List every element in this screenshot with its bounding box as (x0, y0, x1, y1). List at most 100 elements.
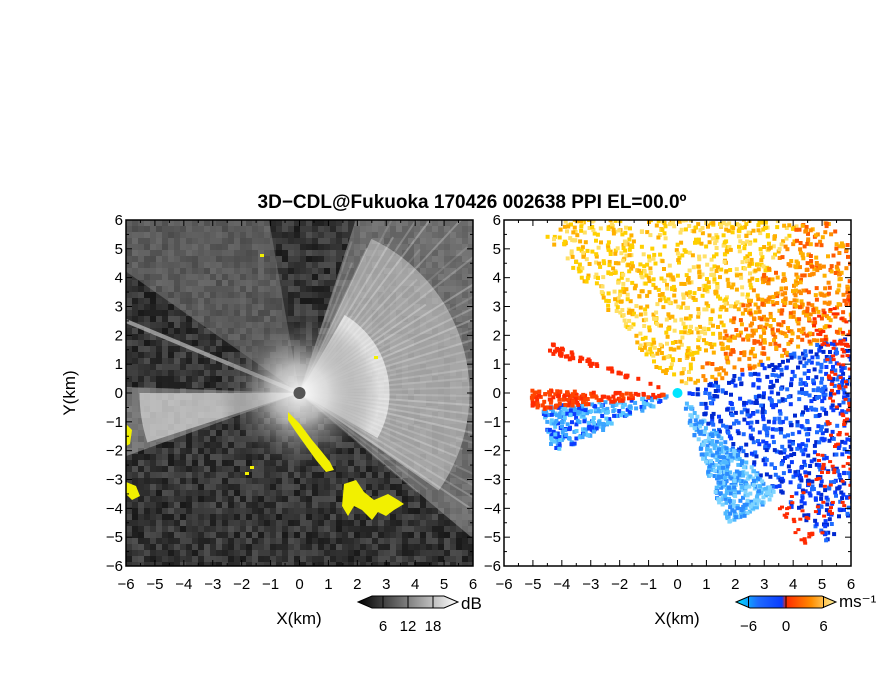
noise-cell (138, 304, 144, 310)
noise-cell (342, 232, 348, 238)
velocity-cell (762, 214, 766, 218)
noise-cell (198, 334, 204, 340)
velocity-cell (804, 288, 809, 293)
velocity-cell (777, 343, 782, 348)
noise-cell (132, 376, 138, 382)
velocity-cell (790, 226, 795, 231)
noise-cell (402, 496, 408, 502)
velocity-cell (866, 471, 870, 475)
velocity-cell (758, 359, 763, 364)
velocity-cell (729, 207, 733, 211)
velocity-cell (672, 293, 677, 298)
noise-cell (330, 280, 336, 286)
noise-cell (144, 304, 150, 310)
velocity-cell (786, 341, 791, 346)
noise-cell (282, 472, 288, 478)
noise-cell (144, 232, 150, 238)
velocity-cell (566, 224, 571, 229)
noise-cell (252, 556, 258, 562)
noise-cell (408, 526, 414, 532)
velocity-cell (738, 272, 743, 277)
noise-cell (408, 532, 414, 538)
noise-cell (294, 526, 300, 532)
velocity-cell (645, 349, 650, 354)
noise-cell (210, 496, 216, 502)
velocity-cell (672, 347, 677, 352)
noise-cell (210, 532, 216, 538)
noise-cell (270, 532, 276, 538)
velocity-cell (601, 275, 606, 280)
velocity-cell (670, 287, 675, 292)
noise-cell (330, 220, 336, 226)
noise-cell (270, 262, 276, 268)
noise-cell (462, 562, 468, 566)
noise-cell (264, 508, 270, 514)
noise-cell (132, 298, 138, 304)
velocity-cell (688, 209, 692, 213)
noise-cell (162, 226, 168, 232)
velocity-cell (869, 319, 873, 323)
velocity-cell (747, 366, 752, 371)
noise-cell (210, 328, 216, 334)
velocity-cell (710, 309, 715, 314)
noise-cell (228, 268, 234, 274)
noise-cell (174, 274, 180, 280)
noise-cell (222, 280, 228, 286)
left-flagged-echoes (126, 254, 404, 520)
noise-cell (318, 550, 324, 556)
noise-cell (336, 490, 342, 496)
noise-cell (156, 238, 162, 244)
velocity-cell (677, 260, 681, 265)
noise-cell (180, 322, 186, 328)
noise-cell (246, 322, 252, 328)
noise-cell (372, 472, 378, 478)
noise-cell (354, 538, 360, 544)
velocity-cell (801, 326, 806, 331)
noise-cell (330, 544, 336, 550)
noise-cell (300, 250, 306, 256)
velocity-cell (846, 471, 851, 476)
noise-cell (264, 532, 270, 538)
velocity-cell (619, 275, 624, 280)
noise-cell (294, 280, 300, 286)
noise-cell (252, 274, 258, 280)
noise-cell (324, 478, 330, 484)
noise-cell (222, 340, 228, 346)
velocity-cell (699, 330, 704, 335)
noise-cell (234, 292, 240, 298)
velocity-cell (653, 285, 658, 290)
noise-cell (216, 526, 222, 532)
noise-cell (168, 478, 174, 484)
velocity-cell (724, 269, 729, 274)
velocity-cell (613, 248, 618, 253)
velocity-cell (785, 387, 790, 392)
noise-cell (216, 508, 222, 514)
noise-cell (186, 328, 192, 334)
velocity-cell (710, 362, 715, 366)
noise-cell (270, 268, 276, 274)
velocity-cell (818, 239, 823, 244)
velocity-cell (828, 318, 833, 323)
noise-cell (420, 526, 426, 532)
noise-cell (246, 484, 252, 490)
velocity-cell (711, 188, 715, 192)
velocity-cell (861, 293, 865, 297)
velocity-cell (581, 251, 586, 255)
noise-cell (198, 478, 204, 484)
noise-cell (246, 292, 252, 298)
noise-cell (186, 286, 192, 292)
noise-cell (222, 334, 228, 340)
velocity-cell (611, 227, 616, 232)
velocity-cell (545, 234, 550, 239)
noise-cell (162, 526, 168, 532)
velocity-cell (700, 293, 705, 298)
noise-cell (204, 484, 210, 490)
noise-cell (192, 364, 198, 370)
noise-cell (246, 556, 252, 562)
noise-cell (192, 496, 198, 502)
noise-cell (180, 232, 186, 238)
noise-cell (264, 262, 270, 268)
velocity-cell (750, 276, 755, 281)
noise-cell (174, 334, 180, 340)
velocity-cell (650, 246, 655, 251)
